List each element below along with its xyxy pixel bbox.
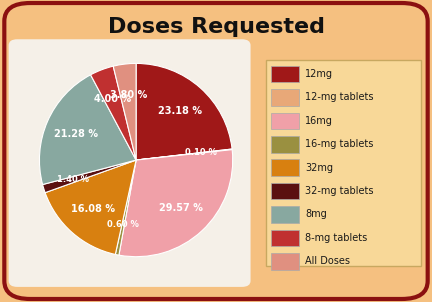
FancyBboxPatch shape	[271, 66, 299, 82]
FancyBboxPatch shape	[271, 89, 299, 106]
Text: 32mg: 32mg	[305, 162, 333, 173]
Wedge shape	[91, 66, 136, 160]
Wedge shape	[113, 63, 136, 160]
FancyBboxPatch shape	[271, 136, 299, 153]
Text: 3.80 %: 3.80 %	[110, 90, 147, 100]
Text: 8mg: 8mg	[305, 209, 327, 220]
Text: 21.28 %: 21.28 %	[54, 129, 98, 139]
FancyBboxPatch shape	[271, 230, 299, 246]
Wedge shape	[119, 149, 233, 257]
Wedge shape	[43, 160, 136, 193]
Text: 0.10 %: 0.10 %	[185, 148, 217, 157]
FancyBboxPatch shape	[271, 253, 299, 270]
FancyBboxPatch shape	[9, 39, 251, 287]
Text: Doses Requested: Doses Requested	[108, 17, 324, 37]
Text: 4.00 %: 4.00 %	[94, 94, 131, 104]
Text: 16mg: 16mg	[305, 116, 333, 126]
Wedge shape	[45, 160, 136, 255]
FancyBboxPatch shape	[266, 60, 421, 266]
FancyBboxPatch shape	[4, 3, 428, 299]
Text: 12mg: 12mg	[305, 69, 333, 79]
Wedge shape	[136, 63, 232, 160]
Text: 1.40 %: 1.40 %	[57, 175, 89, 184]
FancyBboxPatch shape	[271, 206, 299, 223]
Text: 32-mg tablets: 32-mg tablets	[305, 186, 374, 196]
Wedge shape	[115, 160, 136, 255]
Text: 12-mg tablets: 12-mg tablets	[305, 92, 374, 102]
FancyBboxPatch shape	[271, 113, 299, 129]
Text: 0.60 %: 0.60 %	[107, 220, 139, 229]
Text: 16.08 %: 16.08 %	[71, 204, 114, 214]
Wedge shape	[39, 75, 136, 185]
Text: 23.18 %: 23.18 %	[158, 106, 202, 116]
Text: All Doses: All Doses	[305, 256, 350, 266]
Text: 29.57 %: 29.57 %	[159, 203, 203, 213]
Text: 8-mg tablets: 8-mg tablets	[305, 233, 367, 243]
FancyBboxPatch shape	[271, 183, 299, 200]
FancyBboxPatch shape	[271, 159, 299, 176]
Text: 16-mg tablets: 16-mg tablets	[305, 139, 373, 149]
Wedge shape	[136, 149, 232, 160]
